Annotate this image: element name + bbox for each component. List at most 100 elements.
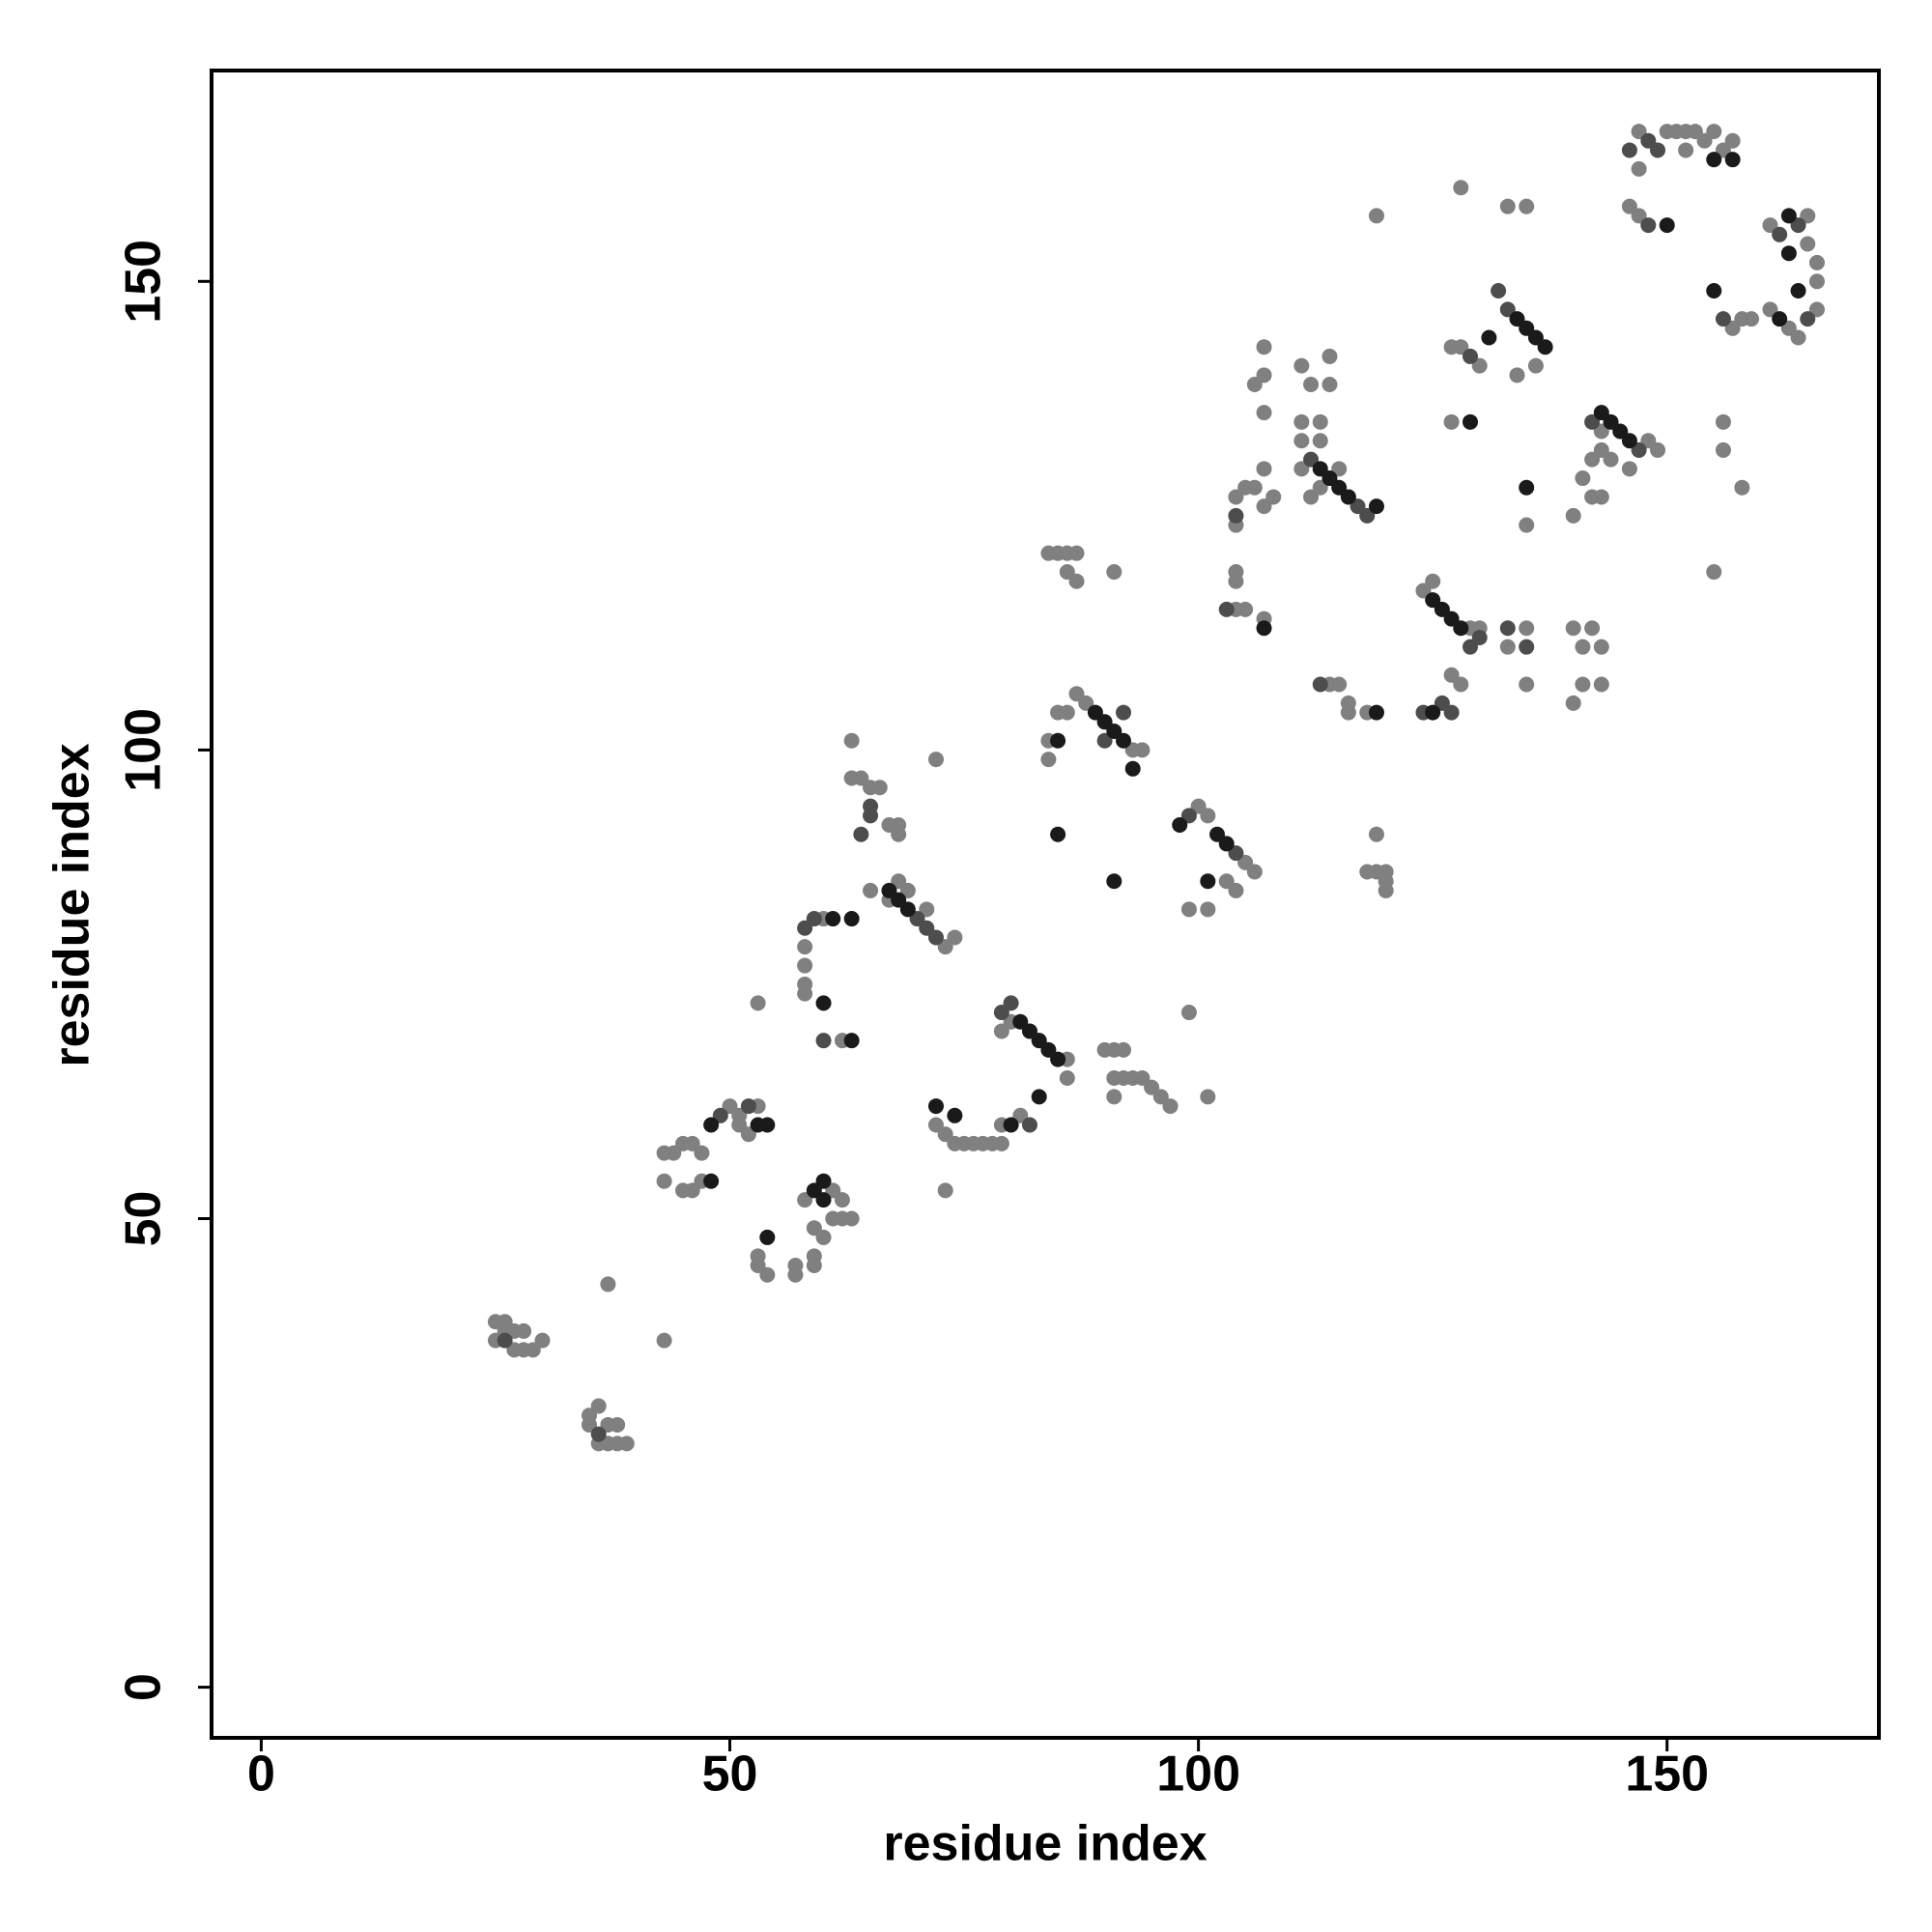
point bbox=[891, 873, 907, 890]
point bbox=[825, 1182, 841, 1199]
point bbox=[1790, 282, 1806, 298]
point bbox=[1068, 545, 1085, 561]
point bbox=[1715, 413, 1731, 430]
point bbox=[1584, 620, 1601, 637]
point bbox=[1621, 461, 1637, 477]
point bbox=[1321, 348, 1338, 364]
point bbox=[1519, 198, 1535, 214]
point bbox=[871, 780, 888, 796]
point bbox=[1631, 441, 1647, 458]
point bbox=[853, 826, 869, 842]
point bbox=[1321, 377, 1338, 393]
point bbox=[1612, 423, 1629, 440]
point bbox=[1068, 573, 1085, 589]
point bbox=[1237, 854, 1254, 870]
point bbox=[1706, 124, 1722, 140]
point bbox=[1519, 320, 1535, 336]
point bbox=[1640, 433, 1657, 449]
point bbox=[1228, 489, 1244, 505]
point bbox=[656, 1332, 672, 1349]
point bbox=[1256, 620, 1272, 637]
point bbox=[1593, 639, 1609, 655]
point bbox=[1331, 461, 1348, 477]
point bbox=[1003, 995, 1019, 1011]
point bbox=[797, 957, 813, 974]
point bbox=[1106, 1089, 1122, 1105]
point bbox=[1256, 405, 1272, 421]
point bbox=[1800, 208, 1816, 224]
point bbox=[1368, 208, 1384, 224]
point bbox=[1340, 489, 1356, 505]
point bbox=[1106, 564, 1122, 581]
point bbox=[581, 1416, 597, 1433]
point bbox=[825, 911, 841, 927]
x-tick-label: 50 bbox=[702, 1747, 758, 1803]
point bbox=[1350, 498, 1366, 515]
point bbox=[937, 1182, 953, 1199]
point bbox=[590, 1398, 607, 1414]
point bbox=[1519, 639, 1535, 655]
point bbox=[1593, 405, 1609, 421]
point bbox=[797, 1192, 813, 1208]
point bbox=[1499, 620, 1516, 637]
point bbox=[815, 1173, 832, 1189]
point bbox=[712, 1107, 728, 1123]
point bbox=[1078, 695, 1094, 711]
point bbox=[1808, 301, 1825, 318]
point bbox=[843, 911, 860, 927]
point bbox=[1640, 132, 1657, 149]
point bbox=[993, 1023, 1009, 1039]
point bbox=[1772, 311, 1788, 327]
point bbox=[1762, 301, 1778, 318]
point bbox=[1228, 845, 1244, 862]
point bbox=[1565, 507, 1581, 524]
point bbox=[891, 892, 907, 908]
point bbox=[750, 1258, 766, 1274]
point bbox=[610, 1416, 626, 1433]
point bbox=[1228, 573, 1244, 589]
point bbox=[815, 995, 832, 1011]
point bbox=[1491, 282, 1507, 298]
point bbox=[1621, 142, 1637, 158]
point bbox=[740, 1126, 756, 1143]
point bbox=[863, 882, 879, 898]
point bbox=[815, 1033, 832, 1049]
point bbox=[1443, 667, 1460, 683]
point bbox=[1715, 441, 1731, 458]
point bbox=[1640, 217, 1657, 234]
point bbox=[815, 1229, 832, 1245]
point bbox=[937, 1126, 953, 1143]
point bbox=[1800, 311, 1816, 327]
point bbox=[1312, 433, 1328, 449]
point bbox=[1237, 601, 1254, 617]
point bbox=[1575, 676, 1591, 693]
point bbox=[759, 1117, 776, 1133]
point bbox=[1509, 367, 1525, 384]
point bbox=[1453, 339, 1469, 355]
point bbox=[525, 1342, 541, 1358]
point bbox=[1312, 413, 1328, 430]
point bbox=[684, 1182, 700, 1199]
point bbox=[853, 770, 869, 786]
point bbox=[1293, 413, 1310, 430]
point bbox=[1462, 639, 1478, 655]
x-tick-label: 100 bbox=[1156, 1747, 1240, 1803]
point bbox=[1303, 377, 1320, 393]
point bbox=[1172, 817, 1188, 834]
point bbox=[1368, 704, 1384, 721]
point bbox=[825, 1210, 841, 1227]
point bbox=[1218, 836, 1235, 852]
point bbox=[1050, 732, 1066, 749]
x-tick-label: 150 bbox=[1625, 1747, 1709, 1803]
point bbox=[1678, 142, 1694, 158]
point bbox=[1040, 1041, 1057, 1058]
point bbox=[1650, 142, 1666, 158]
point bbox=[1565, 695, 1581, 711]
point bbox=[1200, 808, 1216, 824]
point bbox=[1715, 311, 1731, 327]
point bbox=[1499, 639, 1516, 655]
point bbox=[1312, 676, 1328, 693]
point bbox=[927, 929, 944, 946]
point bbox=[1293, 461, 1310, 477]
point bbox=[1584, 451, 1601, 468]
